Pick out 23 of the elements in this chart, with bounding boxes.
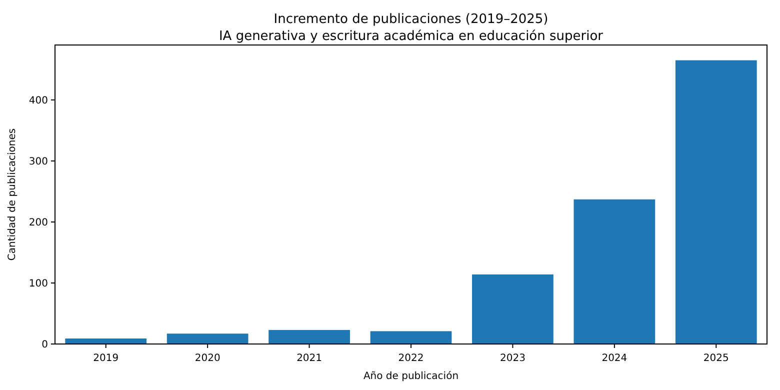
- bar: [166, 334, 248, 344]
- bar: [370, 331, 452, 344]
- x-axis-title: Año de publicación: [363, 371, 459, 382]
- bar: [574, 199, 656, 344]
- y-axis-title: Cantidad de publicaciones: [7, 128, 18, 261]
- y-tick-label: 0: [42, 340, 48, 350]
- bar: [675, 60, 757, 344]
- y-tick-label: 300: [28, 156, 48, 168]
- x-tick-label: 2025: [703, 353, 729, 364]
- x-tick-label: 2021: [296, 353, 322, 364]
- chart-title: Incremento de publicaciones (2019–2025): [274, 12, 548, 27]
- x-tick-label: 2019: [93, 353, 119, 364]
- y-tick-label: 200: [28, 217, 48, 228]
- bar: [65, 338, 147, 344]
- x-tick-label: 2024: [602, 353, 628, 364]
- chart-subtitle: IA generativa y escritura académica en educación superior: [218, 29, 604, 44]
- x-tick-label: 2020: [194, 353, 220, 364]
- bar: [472, 274, 554, 344]
- x-tick-label: 2023: [500, 353, 526, 364]
- y-tick-label: 400: [28, 95, 48, 106]
- y-tick-label: 100: [28, 278, 48, 290]
- x-tick-label: 2022: [398, 353, 424, 364]
- bar: [268, 330, 350, 344]
